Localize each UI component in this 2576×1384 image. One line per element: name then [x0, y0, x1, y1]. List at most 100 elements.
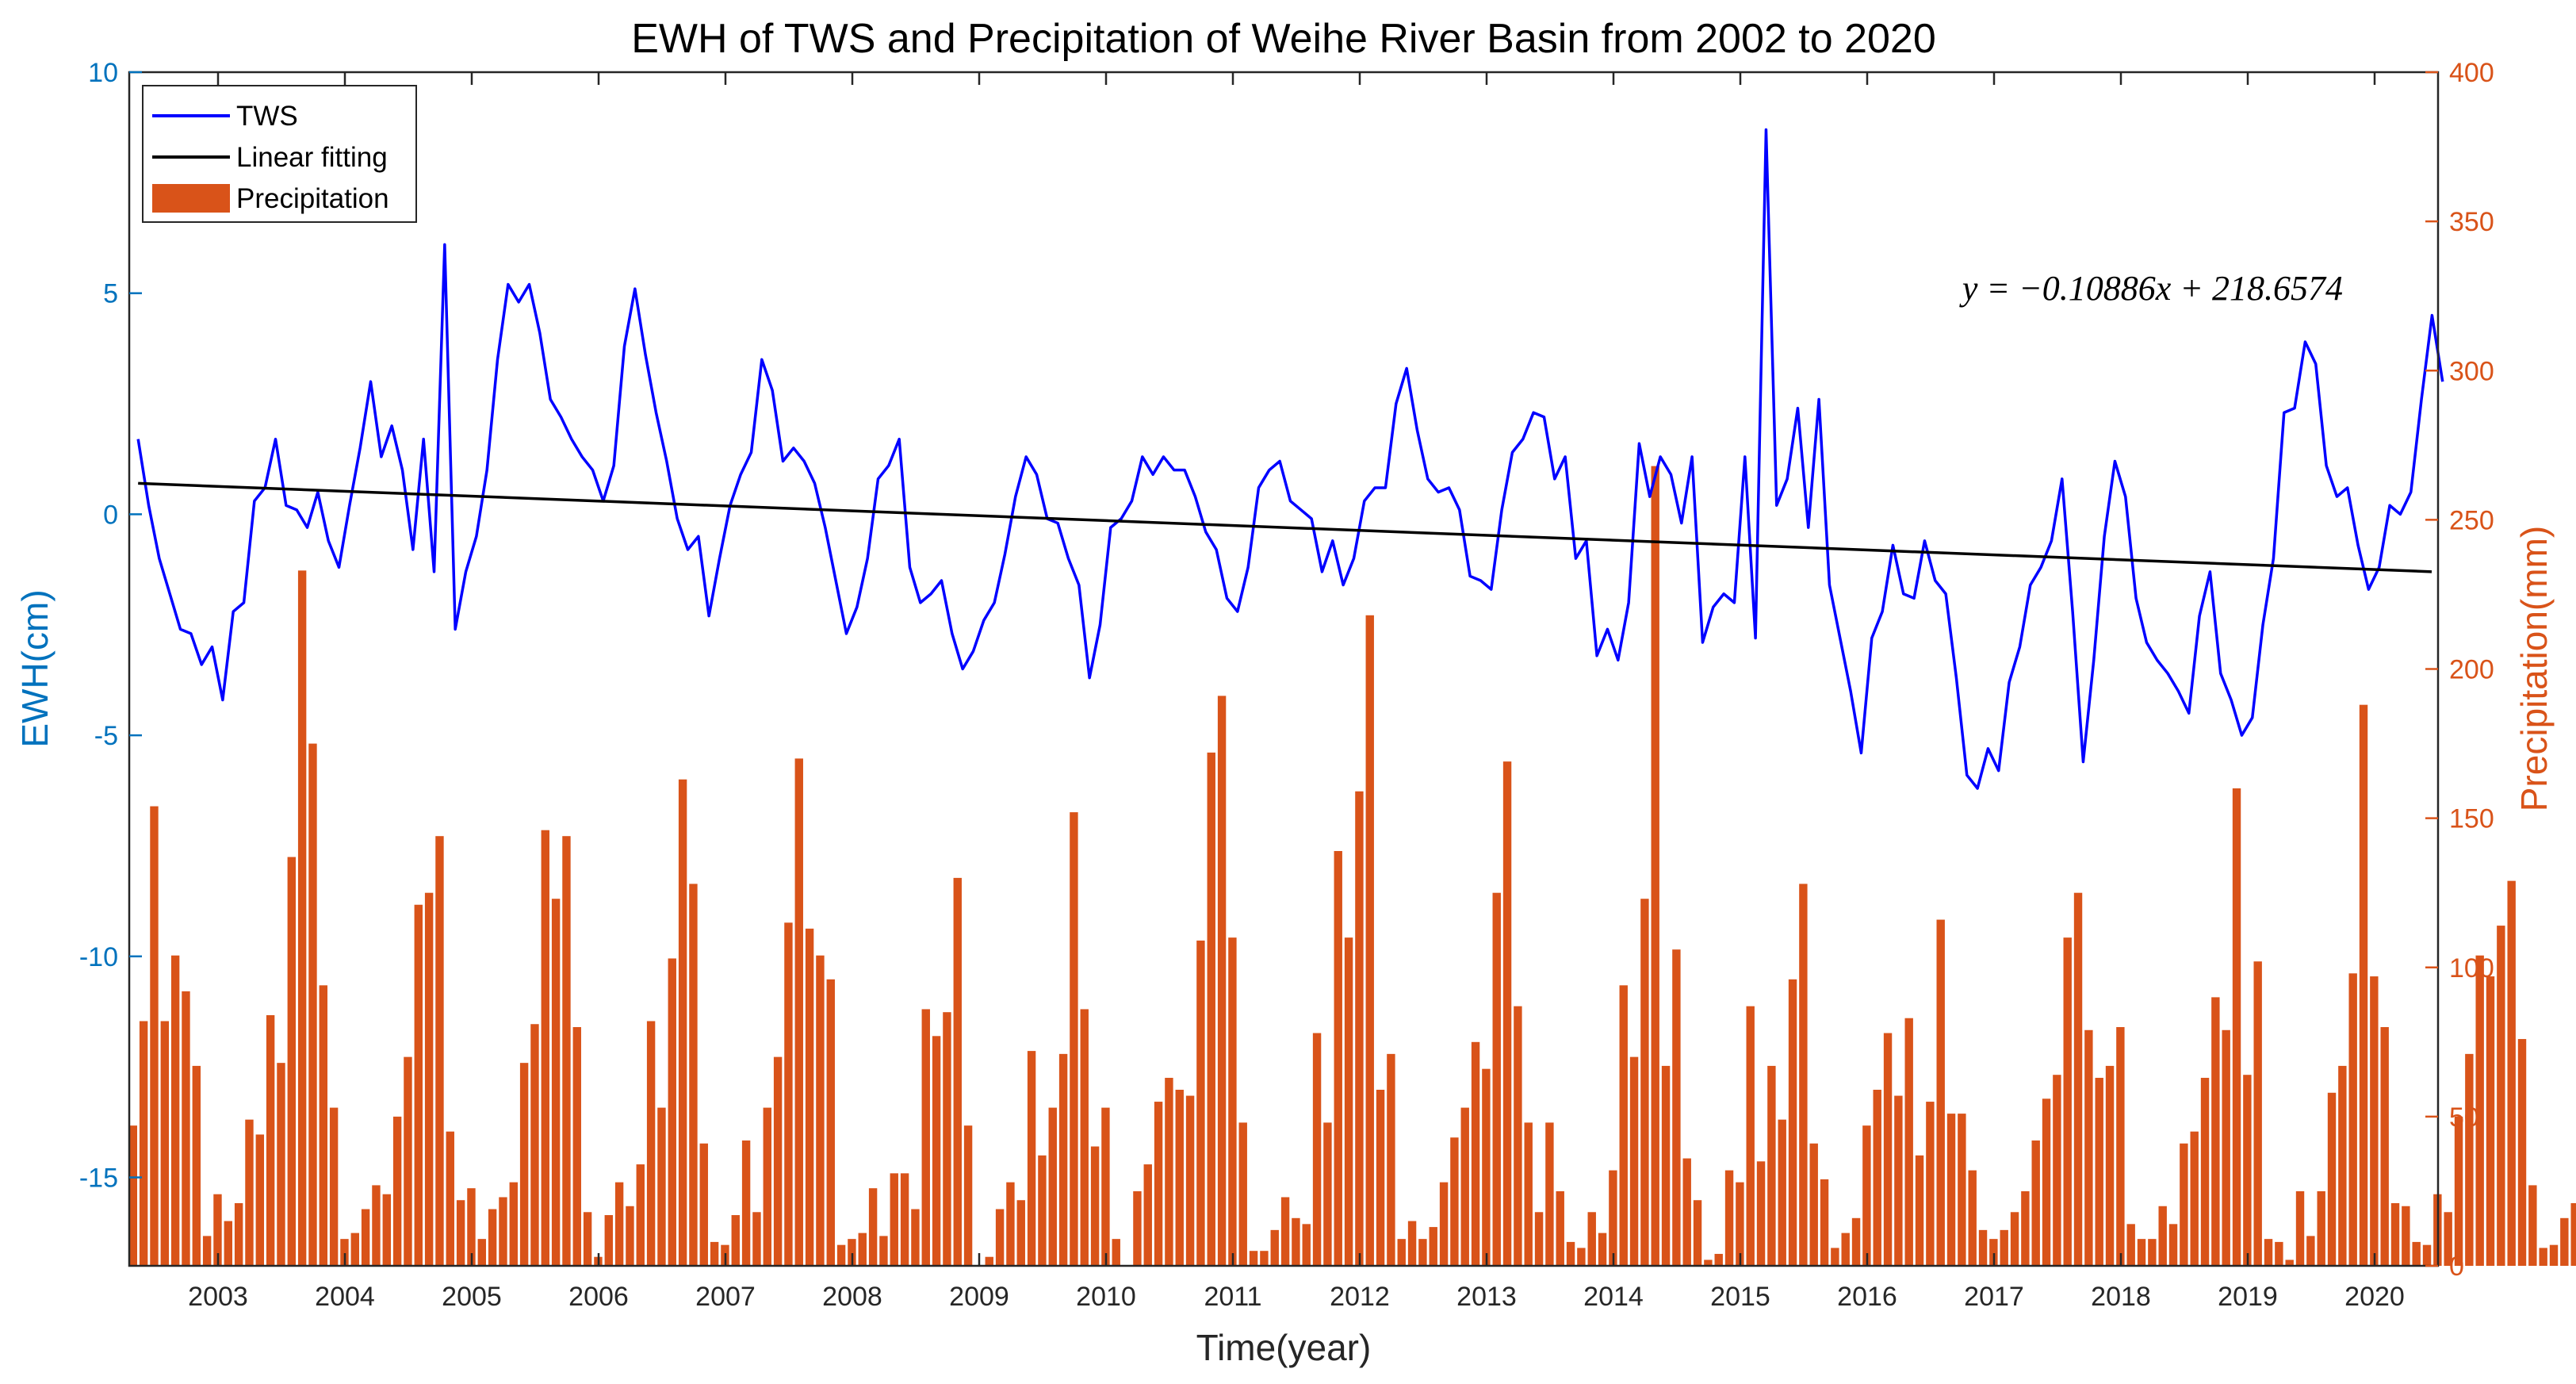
- precip-bar: [1407, 1221, 1417, 1266]
- precip-bar: [2158, 1206, 2167, 1266]
- precip-bar: [1175, 1090, 1184, 1266]
- precip-bar: [1228, 937, 1237, 1267]
- precip-bar: [1767, 1065, 1776, 1266]
- precip-bar: [1545, 1122, 1554, 1266]
- right-tick-label: 300: [2449, 356, 2494, 386]
- x-tick-label: 2005: [442, 1282, 502, 1312]
- x-tick-label: 2004: [315, 1282, 375, 1312]
- precip-bar: [160, 1021, 169, 1266]
- precip-bar: [1418, 1239, 1427, 1266]
- precip-bar: [1894, 1095, 1903, 1266]
- precip-bar: [2126, 1224, 2135, 1266]
- chart-title: EWH of TWS and Precipitation of Weihe Ri…: [631, 16, 1936, 62]
- precip-bar: [2454, 1116, 2463, 1267]
- precip-bar: [2243, 1075, 2252, 1266]
- left-tick-label: 0: [103, 500, 118, 530]
- right-tick-label: 350: [2449, 207, 2494, 237]
- precip-bar: [2000, 1229, 2008, 1266]
- precip-bar: [1450, 1137, 1459, 1266]
- precip-bar: [2168, 1224, 2178, 1266]
- regression-equation: y = −0.10886x + 218.6574: [1959, 269, 2343, 308]
- linear-fit-line: [138, 481, 2432, 573]
- x-tick-label: 2008: [822, 1282, 882, 1312]
- precip-bar: [319, 985, 327, 1266]
- y-axis-right-label: Precipitation(mm): [2513, 526, 2555, 811]
- tws-line: [136, 128, 2444, 790]
- precip-bar: [636, 1164, 645, 1266]
- precip-bar: [900, 1173, 909, 1266]
- precip-bar: [1016, 1200, 1025, 1266]
- precip-bar: [626, 1206, 634, 1266]
- precip-bar: [710, 1241, 719, 1266]
- precip-bar: [2549, 1244, 2559, 1266]
- precip-bar: [224, 1221, 232, 1266]
- precip-bar: [784, 922, 793, 1266]
- precip-bar: [1724, 1170, 1734, 1266]
- precip-bar: [255, 1134, 264, 1266]
- x-tick-label: 2018: [2091, 1282, 2151, 1312]
- left-tick-label: -10: [79, 942, 118, 972]
- precip-bar: [1154, 1102, 1163, 1266]
- precip-bar: [1492, 892, 1501, 1266]
- precip-bar: [1556, 1190, 1564, 1266]
- precip-bar: [1312, 1033, 1322, 1266]
- precip-bar: [1926, 1102, 1935, 1266]
- precip-bar: [1946, 1114, 1956, 1266]
- precip-bar: [1915, 1155, 1924, 1266]
- left-tick-label: 5: [103, 279, 118, 309]
- precip-bar: [1809, 1143, 1818, 1266]
- precip-bar: [1387, 1053, 1395, 1266]
- right-tick-label: 150: [2449, 804, 2494, 834]
- precip-bar: [1883, 1033, 1893, 1266]
- right-tick-label: 250: [2449, 505, 2494, 535]
- precip-bar: [1958, 1114, 1966, 1266]
- precip-bar: [340, 1239, 349, 1266]
- precip-bar: [467, 1188, 476, 1266]
- precip-bar: [404, 1056, 412, 1267]
- precip-bar: [488, 1209, 497, 1266]
- y-axis-left-label: EWH(cm): [14, 589, 56, 747]
- precip-bar: [1112, 1239, 1120, 1266]
- precip-bar: [1851, 1217, 1861, 1266]
- precip-bar: [277, 1063, 285, 1266]
- precip-bar: [2370, 976, 2379, 1266]
- precip-bar: [213, 1194, 222, 1266]
- precip-bar: [1704, 1259, 1713, 1266]
- precip-bar: [1799, 884, 1808, 1266]
- precip-bar: [1661, 1065, 1671, 1266]
- x-tick-label: 2013: [1456, 1282, 1517, 1312]
- precip-bar: [826, 979, 835, 1266]
- precip-bar: [424, 892, 434, 1266]
- precip-bar: [2275, 1241, 2283, 1266]
- precip-bar: [350, 1233, 359, 1266]
- precip-bar: [1714, 1253, 1723, 1266]
- precip-bar: [1682, 1158, 1691, 1266]
- precip-bar: [499, 1197, 507, 1266]
- precip-bar: [836, 1244, 846, 1266]
- precip-bar: [1080, 1009, 1089, 1266]
- precip-bar: [763, 1107, 771, 1266]
- precip-bar: [2539, 1248, 2547, 1266]
- precip-bar: [1376, 1090, 1385, 1266]
- legend-precip-label: Precipitation: [236, 183, 389, 214]
- precip-bar: [2137, 1239, 2146, 1266]
- precip-bar: [1577, 1248, 1586, 1266]
- precip-bar: [2232, 788, 2241, 1266]
- precip-bar: [519, 1063, 529, 1266]
- precip-bar: [2475, 955, 2484, 1266]
- precip-bar: [1048, 1107, 1057, 1266]
- precip-bar: [170, 955, 180, 1266]
- precip-bar: [995, 1209, 1005, 1266]
- precip-bar: [657, 1107, 666, 1266]
- precip-bar: [731, 1215, 740, 1266]
- legend-fit-label: Linear fitting: [236, 142, 388, 173]
- x-tick-label: 2011: [1204, 1282, 1261, 1312]
- x-tick-label: 2014: [1583, 1282, 1644, 1312]
- precip-bar: [1101, 1107, 1110, 1266]
- precip-bar: [1058, 1053, 1068, 1266]
- precip-bar: [2528, 1185, 2537, 1266]
- precip-bar: [1746, 1006, 1755, 1266]
- precip-bar: [1736, 1182, 1744, 1266]
- precip-bar: [2444, 1212, 2452, 1266]
- precip-bar: [477, 1239, 486, 1266]
